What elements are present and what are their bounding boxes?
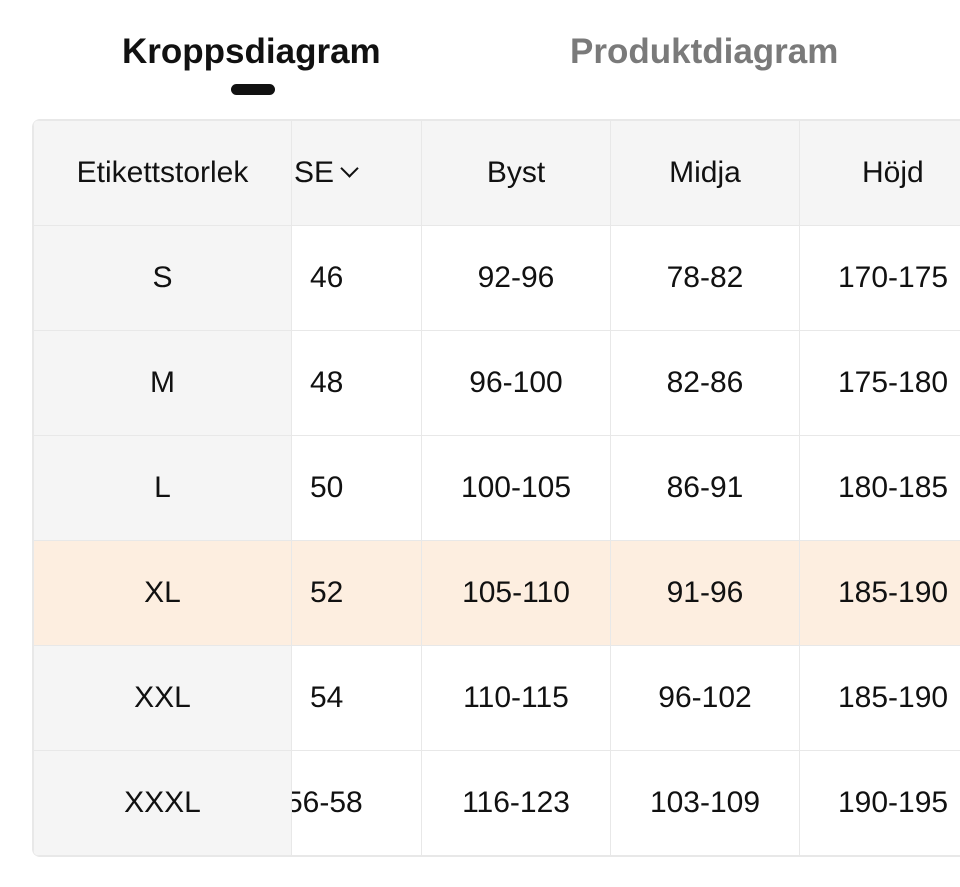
table-row: XXXL 56-58 116-123 103-109 190-195: [33, 750, 960, 856]
size-chart-tabs: Kroppsdiagram Produktdiagram: [0, 0, 960, 118]
waist-cell: 91-96: [610, 540, 800, 646]
height-cell: 185-190: [799, 645, 960, 751]
bust-cell: 92-96: [421, 225, 611, 331]
se-size-cell: 50: [291, 435, 422, 541]
size-label-cell: XXL: [33, 645, 292, 751]
table-row: XXL 54 110-115 96-102 185-190: [33, 645, 960, 751]
waist-cell: 86-91: [610, 435, 800, 541]
active-tab-indicator: [231, 84, 275, 95]
waist-cell: 96-102: [610, 645, 800, 751]
se-size-cell: 48: [291, 330, 422, 436]
waist-cell: 103-109: [610, 750, 800, 856]
header-label-size: Etikettstorlek: [33, 120, 292, 226]
se-size-cell: 52: [291, 540, 422, 646]
size-label-cell: XXXL: [33, 750, 292, 856]
header-height: Höjd: [799, 120, 960, 226]
size-label-cell: S: [33, 225, 292, 331]
table-row: L 50 100-105 86-91 180-185: [33, 435, 960, 541]
region-selector[interactable]: SE: [291, 120, 422, 226]
header-bust: Byst: [421, 120, 611, 226]
header-waist: Midja: [610, 120, 800, 226]
tab-body-chart[interactable]: Kroppsdiagram: [122, 32, 381, 71]
height-cell: 190-195: [799, 750, 960, 856]
table-row: S 46 92-96 78-82 170-175: [33, 225, 960, 331]
size-table-grid: Etikettstorlek SE Byst Midja Höjd S 46 9…: [33, 120, 960, 856]
bust-cell: 116-123: [421, 750, 611, 856]
height-cell: 175-180: [799, 330, 960, 436]
table-row-highlighted: XL 52 105-110 91-96 185-190: [33, 540, 960, 646]
size-label-cell: M: [33, 330, 292, 436]
bust-cell: 105-110: [421, 540, 611, 646]
bust-cell: 96-100: [421, 330, 611, 436]
se-size-cell: 54: [291, 645, 422, 751]
region-selector-label: SE: [294, 156, 335, 189]
se-size-cell: 56-58: [291, 750, 422, 856]
se-size-cell: 46: [291, 225, 422, 331]
chevron-down-icon: [340, 159, 359, 178]
tab-product-chart[interactable]: Produktdiagram: [570, 32, 839, 71]
bust-cell: 100-105: [421, 435, 611, 541]
waist-cell: 78-82: [610, 225, 800, 331]
height-cell: 185-190: [799, 540, 960, 646]
size-table: Etikettstorlek SE Byst Midja Höjd S 46 9…: [32, 119, 960, 857]
bust-cell: 110-115: [421, 645, 611, 751]
height-cell: 170-175: [799, 225, 960, 331]
size-label-cell: L: [33, 435, 292, 541]
table-row: M 48 96-100 82-86 175-180: [33, 330, 960, 436]
table-header-row: Etikettstorlek SE Byst Midja Höjd: [33, 120, 960, 226]
height-cell: 180-185: [799, 435, 960, 541]
size-label-cell: XL: [33, 540, 292, 646]
waist-cell: 82-86: [610, 330, 800, 436]
